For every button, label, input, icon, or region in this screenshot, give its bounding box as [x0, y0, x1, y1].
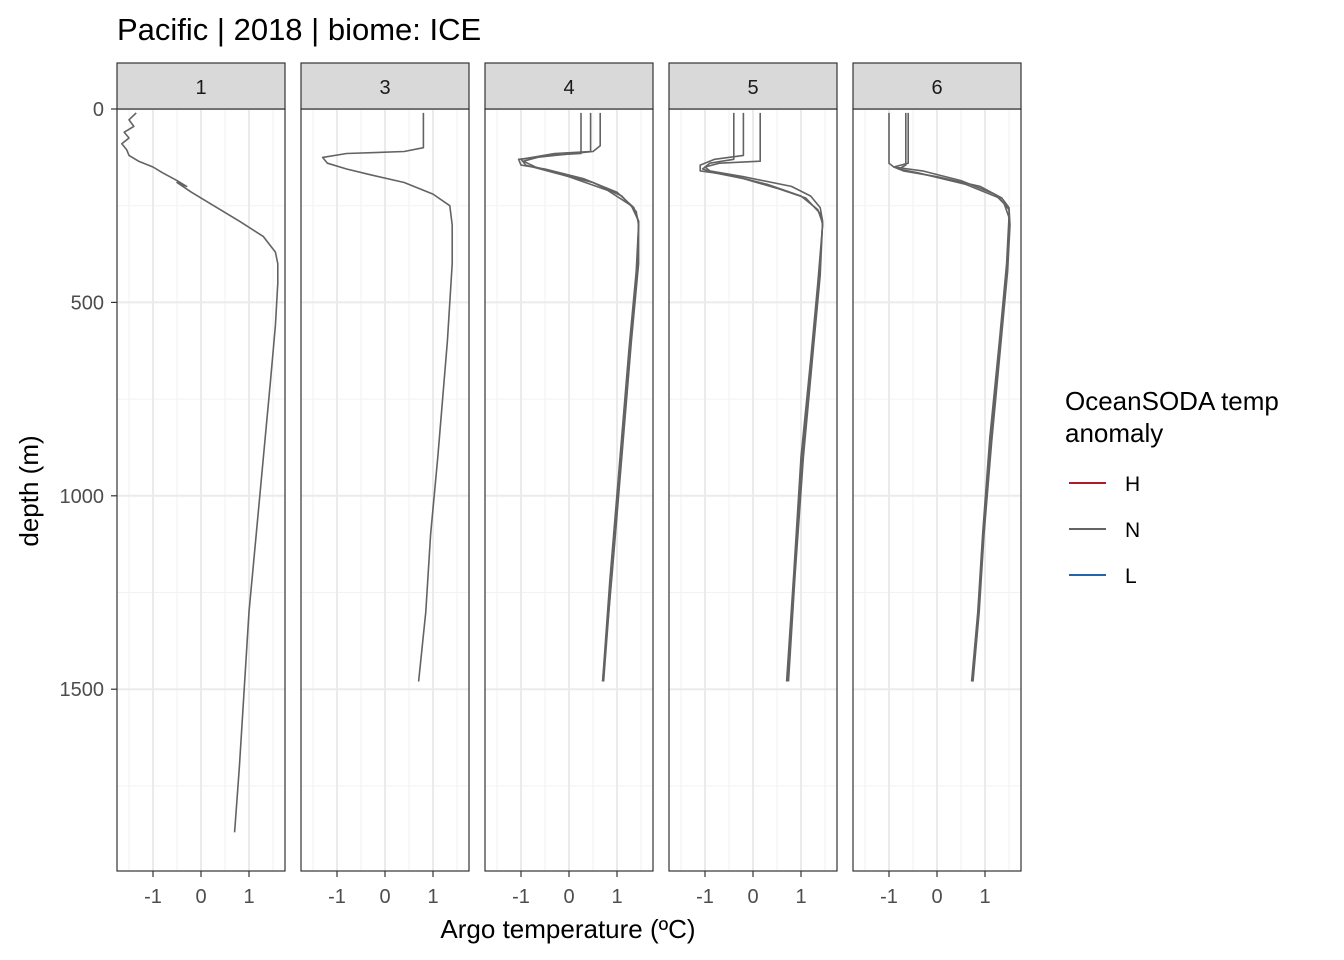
legend: OceanSODA temp anomaly HNL: [1065, 386, 1279, 588]
legend-title-line2: anomaly: [1065, 418, 1163, 448]
y-tick-label: 500: [71, 292, 104, 314]
x-tick-label: 1: [427, 886, 438, 908]
panel-6: 6 -1 0 1: [852, 62, 1022, 908]
profile-line: [701, 112, 824, 682]
profile-line: [517, 112, 640, 682]
legend-label-L: L: [1125, 565, 1137, 588]
chart-title: Pacific | 2018 | biome: ICE: [117, 12, 481, 47]
profile-line: [121, 112, 279, 833]
legend-label-H: H: [1125, 473, 1140, 496]
x-tick-label: 0: [747, 886, 758, 908]
x-tick-label: 0: [195, 886, 206, 908]
panel-3: 3 -1 0 1: [300, 62, 470, 908]
x-tick-label: 1: [979, 886, 990, 908]
facet-strip-label: 1: [195, 77, 206, 99]
y-axis-label: depth (m): [14, 435, 44, 546]
panel-5: 5 -1 0 1: [668, 62, 838, 908]
x-tick-label: 1: [243, 886, 254, 908]
facet-strip: [668, 62, 838, 110]
legend-title-line1: OceanSODA temp: [1065, 386, 1279, 416]
facet-strip-label: 3: [379, 77, 390, 99]
legend-keys: HNL: [1069, 473, 1140, 588]
panel-1: 1 -1 0 1: [116, 62, 286, 908]
x-tick-label: -1: [144, 886, 162, 908]
y-tick-label: 0: [93, 99, 104, 121]
y-tick-label: 1000: [60, 486, 105, 508]
facet-strip: [852, 62, 1022, 110]
x-tick-label: -1: [696, 886, 714, 908]
facet-strip: [300, 62, 470, 110]
x-tick-label: 0: [931, 886, 942, 908]
x-tick-label: 0: [563, 886, 574, 908]
x-tick-label: -1: [512, 886, 530, 908]
x-tick-label: -1: [328, 886, 346, 908]
profile-line: [893, 112, 1011, 682]
facet-strip-label: 5: [747, 77, 758, 99]
facet-strip-label: 4: [563, 77, 574, 99]
x-tick-label: 1: [795, 886, 806, 908]
facet-panels: 1 -1 0 1 3 -1 0 1 4 -1 0 1 5 -1 0 1 6 -1 0 1: [116, 62, 1022, 908]
facet-strip: [484, 62, 654, 110]
x-axis-label: Argo temperature (ºC): [440, 914, 695, 944]
panel-4: 4 -1 0 1: [484, 62, 654, 908]
profile-line: [699, 112, 824, 682]
x-tick-label: -1: [880, 886, 898, 908]
x-tick-label: 0: [379, 886, 390, 908]
profile-line: [704, 112, 824, 682]
y-axis: 0 500 1000 1500: [60, 99, 117, 701]
facet-strip-label: 6: [931, 77, 942, 99]
x-tick-label: 1: [611, 886, 622, 908]
profile-line: [321, 112, 453, 682]
y-tick-label: 1500: [60, 679, 105, 701]
facet-strip: [116, 62, 286, 110]
legend-label-N: N: [1125, 519, 1140, 542]
